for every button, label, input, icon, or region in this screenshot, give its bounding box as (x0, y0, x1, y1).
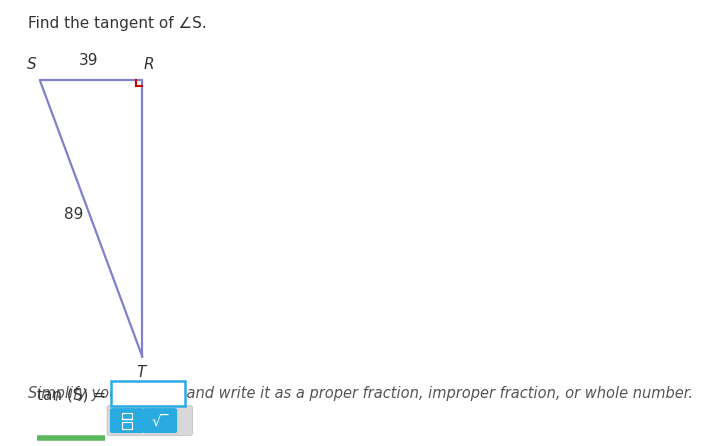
Text: T: T (137, 365, 146, 380)
Text: tan (S) =: tan (S) = (37, 387, 106, 402)
FancyBboxPatch shape (107, 405, 193, 436)
Text: 39: 39 (78, 53, 98, 68)
Text: Simplify your answer and write it as a proper fraction, improper fraction, or wh: Simplify your answer and write it as a p… (28, 386, 693, 401)
FancyBboxPatch shape (143, 408, 177, 433)
FancyBboxPatch shape (111, 381, 185, 406)
FancyBboxPatch shape (110, 408, 144, 433)
Text: S: S (26, 57, 36, 72)
Text: 89: 89 (64, 206, 84, 222)
Text: R: R (144, 57, 154, 72)
Text: √‾: √‾ (151, 413, 169, 428)
Text: Find the tangent of ∠S.: Find the tangent of ∠S. (28, 16, 207, 31)
